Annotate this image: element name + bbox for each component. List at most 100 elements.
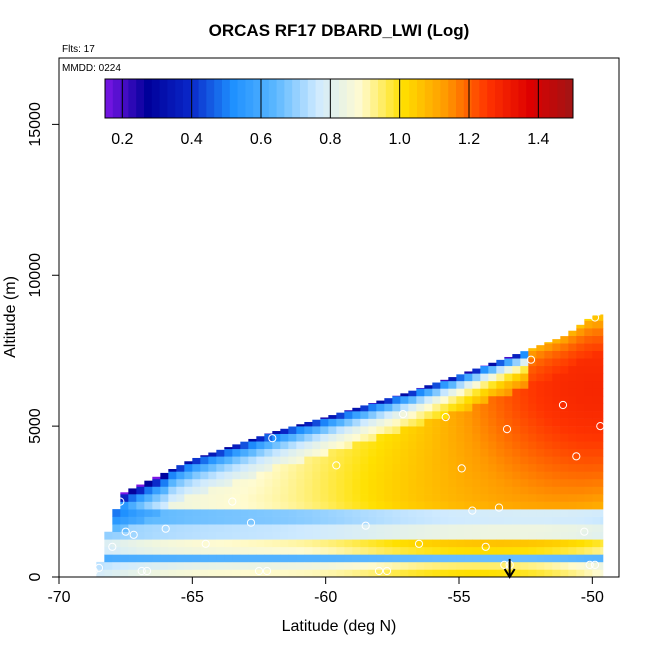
observation-point: [137, 566, 146, 576]
colorbar-segment: [128, 79, 137, 118]
heatmap-cell: [520, 501, 529, 510]
heatmap-cell: [120, 531, 129, 540]
colorbar-segment: [292, 79, 301, 118]
colorbar-segment: [284, 79, 293, 118]
heatmap-cell: [360, 539, 369, 548]
heatmap-cell: [472, 478, 481, 487]
heatmap-cell: [544, 358, 553, 367]
colorbar-segment: [495, 79, 504, 118]
heatmap-cell: [472, 373, 481, 382]
heatmap-cell: [600, 314, 604, 321]
heatmap-cell: [304, 554, 313, 563]
heatmap-cell: [344, 531, 353, 540]
heatmap-cell: [360, 448, 369, 457]
heatmap-cell: [544, 365, 553, 374]
heatmap-cell: [400, 411, 409, 419]
heatmap-cell: [352, 516, 361, 525]
heatmap-cell: [488, 509, 497, 517]
heatmap-cell: [184, 509, 193, 517]
heatmap-cell: [128, 569, 137, 578]
heatmap-cell: [464, 501, 473, 510]
observation-point: [585, 560, 594, 570]
heatmap-cell: [192, 539, 201, 548]
heatmap-cell: [288, 456, 297, 465]
heatmap-cell: [400, 403, 409, 412]
heatmap-cell: [336, 554, 345, 563]
heatmap-cell: [464, 561, 473, 570]
heatmap-cell: [568, 433, 577, 442]
heatmap-cell: [584, 320, 593, 329]
heatmap-cell: [576, 494, 585, 502]
heatmap-cell: [184, 524, 193, 533]
heatmap-cell: [144, 486, 153, 495]
heatmap-cell: [592, 441, 601, 450]
heatmap-cell: [600, 478, 604, 487]
heatmap-cell: [496, 531, 505, 540]
heatmap-cell: [432, 403, 441, 412]
heatmap-cell: [416, 539, 425, 548]
heatmap-cell: [432, 471, 441, 480]
heatmap-cell: [152, 516, 161, 525]
heatmap-cell: [544, 569, 553, 578]
heatmap-cell: [288, 516, 297, 525]
heatmap-cell: [424, 385, 433, 389]
heatmap-cell: [392, 471, 401, 480]
heatmap-cell: [448, 516, 457, 525]
heatmap-cell: [592, 426, 601, 434]
heatmap-cell: [272, 531, 281, 540]
heatmap-cell: [592, 486, 601, 495]
colorbar-segment: [393, 79, 402, 118]
heatmap-cell: [288, 561, 297, 570]
heatmap-cell: [312, 448, 321, 457]
heatmap-cell: [352, 441, 361, 450]
heatmap-cell: [544, 380, 553, 389]
heatmap-cell: [552, 546, 561, 555]
heatmap-cell: [472, 561, 481, 570]
heatmap-cell: [256, 531, 265, 540]
heatmap-cell: [280, 509, 289, 517]
heatmap-cell: [168, 494, 177, 502]
heatmap-cell: [344, 569, 353, 578]
heatmap-cell: [360, 524, 369, 533]
heatmap-cell: [384, 569, 393, 578]
heatmap-cell: [152, 476, 161, 480]
observation-point: [129, 530, 138, 539]
heatmap-cell: [488, 433, 497, 442]
heatmap-cell: [328, 418, 337, 427]
heatmap-cell: [384, 494, 393, 502]
heatmap-cell: [208, 471, 217, 480]
heatmap-cell: [432, 486, 441, 495]
heatmap-cell: [536, 350, 545, 359]
heatmap-cell: [288, 509, 297, 517]
observation-point: [590, 313, 600, 322]
heatmap-cell: [368, 471, 377, 480]
colorbar-segment: [362, 79, 371, 118]
heatmap-cell: [160, 478, 169, 487]
colorbar-segment: [331, 79, 340, 118]
heatmap-cell: [328, 494, 337, 502]
heatmap-cell: [504, 539, 513, 548]
heatmap-cell: [360, 426, 369, 434]
heatmap-cell: [400, 561, 409, 570]
heatmap-cell: [304, 463, 313, 472]
colorbar-segment: [346, 79, 355, 118]
heatmap-cell: [600, 388, 604, 397]
heatmap-cell: [176, 539, 185, 548]
heatmap-cell: [248, 524, 257, 533]
heatmap-cell: [112, 546, 121, 555]
heatmap-cell: [528, 546, 537, 555]
heatmap-cell: [496, 516, 505, 525]
heatmap-cell: [536, 471, 545, 480]
heatmap-cell: [496, 463, 505, 472]
heatmap-cell: [248, 501, 257, 510]
heatmap-cell: [328, 531, 337, 540]
heatmap-cell: [600, 539, 604, 548]
heatmap-cell: [280, 433, 289, 442]
heatmap-cell: [392, 546, 401, 555]
heatmap-cell: [496, 365, 505, 374]
heatmap-cell: [592, 403, 601, 412]
observation-point: [228, 497, 237, 506]
heatmap-cell: [320, 448, 329, 457]
heatmap-cell: [280, 531, 289, 540]
heatmap-cell: [600, 509, 604, 517]
